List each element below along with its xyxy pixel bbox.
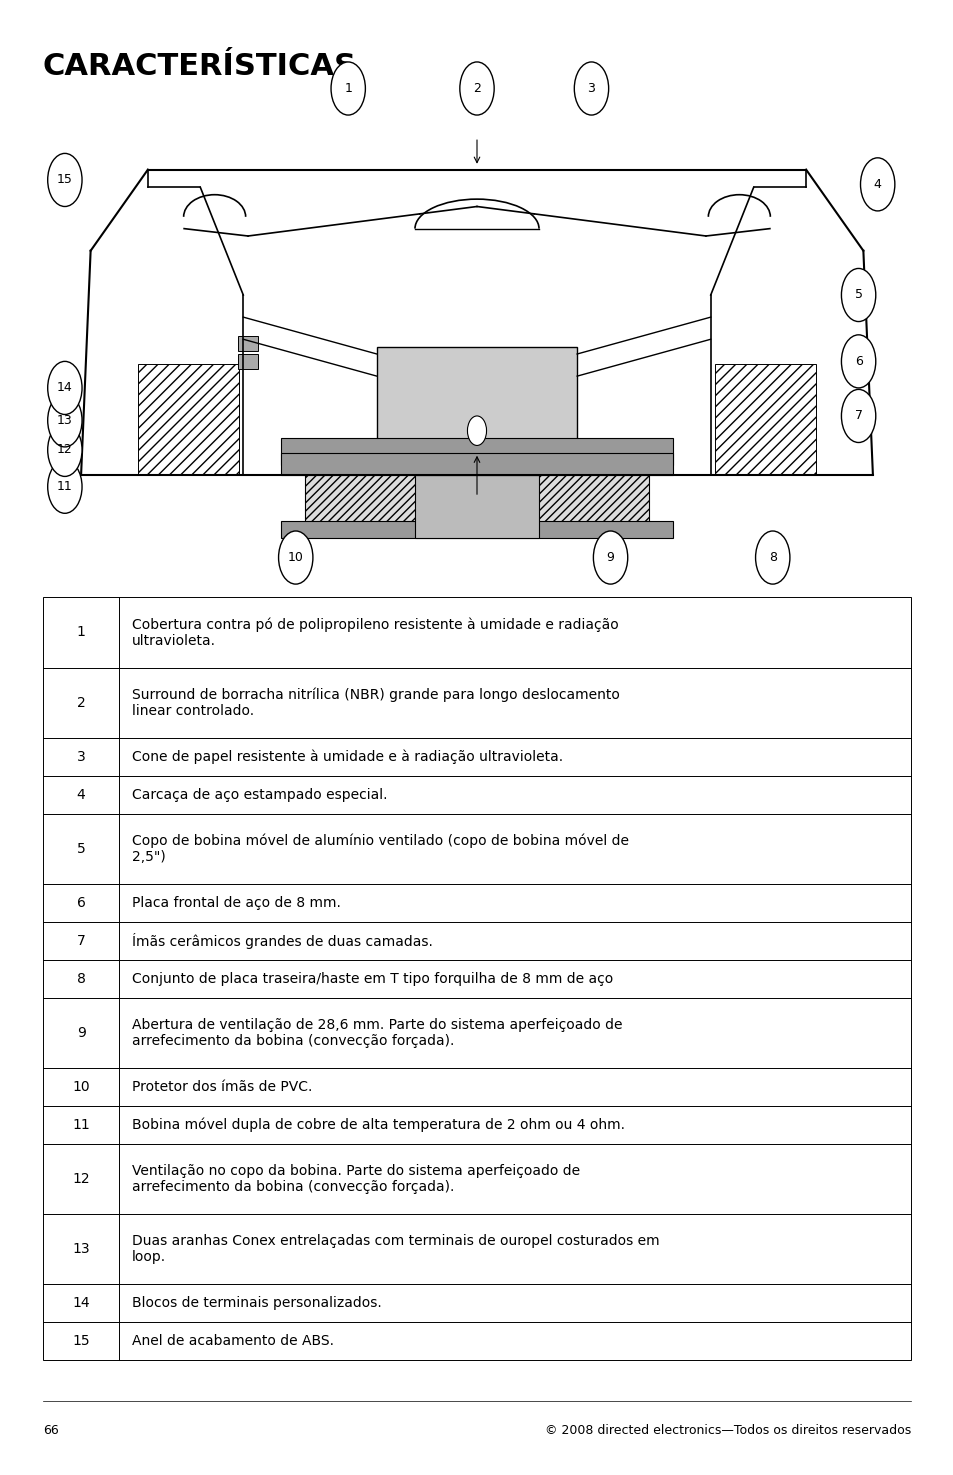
Bar [376, 347, 577, 457]
Bar [281, 453, 672, 475]
Text: 5: 5 [854, 289, 862, 301]
Text: Ventilação no copo da bobina. Parte do sistema aperfeiçoado de
arrefecimento da : Ventilação no copo da bobina. Parte do s… [132, 1164, 579, 1193]
Text: 1: 1 [344, 83, 352, 94]
Text: 3: 3 [587, 83, 595, 94]
Text: 9: 9 [606, 552, 614, 563]
Text: Protetor dos ímãs de PVC.: Protetor dos ímãs de PVC. [132, 1080, 312, 1094]
Text: Copo de bobina móvel de alumínio ventilado (copo de bobina móvel de
2,5"): Copo de bobina móvel de alumínio ventila… [132, 833, 628, 864]
Circle shape [860, 158, 894, 211]
Circle shape [48, 394, 82, 447]
Circle shape [593, 531, 627, 584]
Text: 1: 1 [76, 625, 86, 640]
Text: 12: 12 [72, 1171, 90, 1186]
Text: 6: 6 [76, 895, 86, 910]
Text: Ímãs cerâmicos grandes de duas camadas.: Ímãs cerâmicos grandes de duas camadas. [132, 932, 432, 948]
Text: © 2008 directed electronics—Todos os direitos reservados: © 2008 directed electronics—Todos os dir… [544, 1425, 910, 1437]
Text: 2: 2 [473, 83, 480, 94]
Text: Cobertura contra pó de polipropileno resistente à umidade e radiação
ultraviolet: Cobertura contra pó de polipropileno res… [132, 617, 618, 648]
Bar [305, 468, 648, 524]
Text: Duas aranhas Conex entrelaçadas com terminais de ouropel costurados em
loop.: Duas aranhas Conex entrelaçadas com term… [132, 1235, 659, 1264]
Text: 5: 5 [76, 842, 86, 855]
Text: Abertura de ventilação de 28,6 mm. Parte do sistema aperfeiçoado de
arrefeciment: Abertura de ventilação de 28,6 mm. Parte… [132, 1018, 621, 1047]
Text: 7: 7 [854, 410, 862, 422]
Text: Cone de papel resistente à umidade e à radiação ultravioleta.: Cone de papel resistente à umidade e à r… [132, 749, 562, 764]
Text: Surround de borracha nitrílica (NBR) grande para longo deslocamento
linear contr: Surround de borracha nitrílica (NBR) gra… [132, 687, 618, 718]
Text: 15: 15 [72, 1333, 90, 1348]
Circle shape [841, 268, 875, 322]
Text: 10: 10 [288, 552, 303, 563]
Text: 11: 11 [72, 1118, 90, 1131]
Bar [238, 336, 257, 351]
Text: 14: 14 [72, 1297, 90, 1310]
Bar [43, 597, 910, 1360]
Bar [415, 475, 538, 538]
Circle shape [459, 62, 494, 115]
Text: Placa frontal de aço de 8 mm.: Placa frontal de aço de 8 mm. [132, 895, 340, 910]
Text: 13: 13 [72, 1242, 90, 1257]
Bar [138, 364, 238, 475]
Text: 2: 2 [76, 696, 86, 709]
Text: 7: 7 [76, 934, 86, 948]
Text: 15: 15 [57, 174, 72, 186]
Text: Anel de acabamento de ABS.: Anel de acabamento de ABS. [132, 1333, 334, 1348]
Text: CARACTERÍSTICAS: CARACTERÍSTICAS [43, 52, 356, 81]
Text: 6: 6 [854, 355, 862, 367]
Circle shape [574, 62, 608, 115]
Text: 8: 8 [76, 972, 86, 985]
Circle shape [48, 423, 82, 476]
Text: 13: 13 [57, 414, 72, 426]
Text: 8: 8 [768, 552, 776, 563]
Text: 14: 14 [57, 382, 72, 394]
Text: 10: 10 [72, 1080, 90, 1094]
Circle shape [841, 389, 875, 442]
Text: Blocos de terminais personalizados.: Blocos de terminais personalizados. [132, 1297, 381, 1310]
Text: 3: 3 [76, 749, 86, 764]
Circle shape [48, 153, 82, 207]
Text: Conjunto de placa traseira/haste em T tipo forquilha de 8 mm de aço: Conjunto de placa traseira/haste em T ti… [132, 972, 612, 985]
Text: 9: 9 [76, 1025, 86, 1040]
Text: 4: 4 [873, 178, 881, 190]
Text: Bobina móvel dupla de cobre de alta temperatura de 2 ohm ou 4 ohm.: Bobina móvel dupla de cobre de alta temp… [132, 1118, 624, 1131]
Text: 11: 11 [57, 481, 72, 493]
Bar [715, 364, 815, 475]
Text: 66: 66 [43, 1425, 59, 1437]
Circle shape [278, 531, 313, 584]
Circle shape [841, 335, 875, 388]
Text: 12: 12 [57, 444, 72, 456]
Circle shape [467, 416, 486, 445]
Text: 4: 4 [76, 788, 86, 801]
Bar [281, 521, 672, 538]
Circle shape [48, 361, 82, 414]
Circle shape [755, 531, 789, 584]
Text: Carcaça de aço estampado especial.: Carcaça de aço estampado especial. [132, 788, 387, 801]
Bar [238, 354, 257, 369]
Circle shape [331, 62, 365, 115]
Circle shape [48, 460, 82, 513]
Bar [281, 438, 672, 465]
